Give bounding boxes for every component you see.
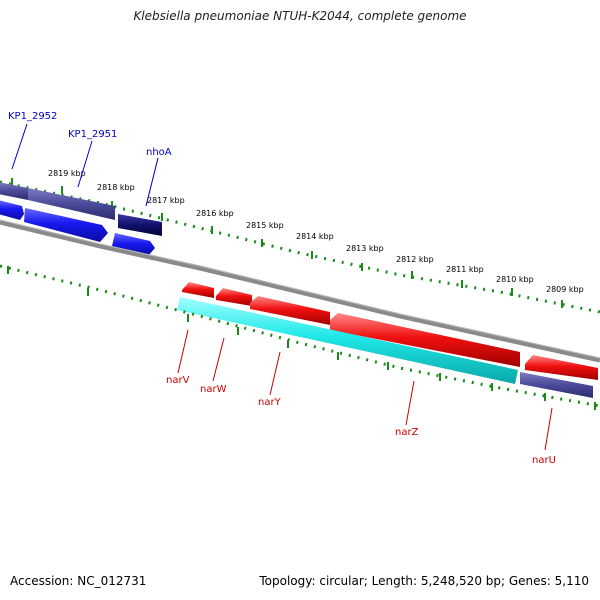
orf-forward-kp1-2951[interactable] xyxy=(28,188,115,220)
tick-label: 2810 kbp xyxy=(496,275,534,284)
gene-label-nhoA[interactable]: nhoA xyxy=(146,147,172,158)
cds-reverse-narZ[interactable] xyxy=(330,313,520,367)
inner-ruler-line xyxy=(0,264,600,408)
tick-label: 2819 kbp xyxy=(48,169,86,178)
tick-label: 2809 kbp xyxy=(546,285,584,294)
gene-label-kp1-2952[interactable]: KP1_2952 xyxy=(8,111,57,122)
genome-backbone xyxy=(0,219,600,363)
cds-reverse-narW[interactable] xyxy=(216,288,252,306)
genome-backbone-highlight xyxy=(0,219,600,359)
inner-ruler-ticks xyxy=(7,266,596,410)
gene-label-narY[interactable]: narY xyxy=(258,397,282,408)
tick-label: 2816 kbp xyxy=(196,209,234,218)
tick-label: 2817 kbp xyxy=(147,196,185,205)
orf-forward-nhoA[interactable] xyxy=(118,214,162,236)
tick-label: 2811 kbp xyxy=(446,265,484,274)
tick-label: 2812 kbp xyxy=(396,255,434,264)
gene-label-narV[interactable]: narV xyxy=(166,375,190,386)
gene-label-narZ[interactable]: narZ xyxy=(395,427,419,438)
label-leader xyxy=(269,351,281,396)
cds-reverse-narU[interactable] xyxy=(525,355,598,380)
orf-forward-kp1-2952[interactable] xyxy=(0,182,28,200)
gene-label-narU[interactable]: narU xyxy=(532,455,556,466)
tick-label: 2818 kbp xyxy=(97,183,135,192)
accession-label: Accession: NC_012731 xyxy=(10,574,147,588)
cds-forward-nhoA[interactable] xyxy=(112,233,155,256)
cds-reverse-narY[interactable] xyxy=(250,296,330,325)
label-leader xyxy=(145,157,159,207)
label-leader xyxy=(212,337,225,382)
label-leader xyxy=(77,140,93,188)
cds-forward-kp1-2951[interactable] xyxy=(24,208,108,242)
cds-reverse-narV[interactable] xyxy=(182,282,214,298)
tick-label: 2815 kbp xyxy=(246,221,284,230)
map-title: Klebsiella pneumoniae NTUH-K2044, comple… xyxy=(133,9,467,23)
cds-forward-kp1-2952[interactable] xyxy=(0,200,24,220)
gene-label-narW[interactable]: narW xyxy=(200,384,227,395)
label-leader xyxy=(544,407,553,451)
tick-label: 2813 kbp xyxy=(346,244,384,253)
label-leader xyxy=(177,329,189,374)
orf-reverse-narU[interactable] xyxy=(520,372,593,398)
label-leader xyxy=(405,380,415,426)
ruler-labels: 2819 kbp 2818 kbp 2817 kbp 2816 kbp 2815… xyxy=(48,169,584,294)
label-leader xyxy=(11,123,28,170)
gene-label-kp1-2951[interactable]: KP1_2951 xyxy=(68,129,117,140)
orf-reverse-nar-operon[interactable] xyxy=(177,297,518,384)
tick-label: 2814 kbp xyxy=(296,232,334,241)
topology-label: Topology: circular; Length: 5,248,520 bp… xyxy=(259,574,589,588)
